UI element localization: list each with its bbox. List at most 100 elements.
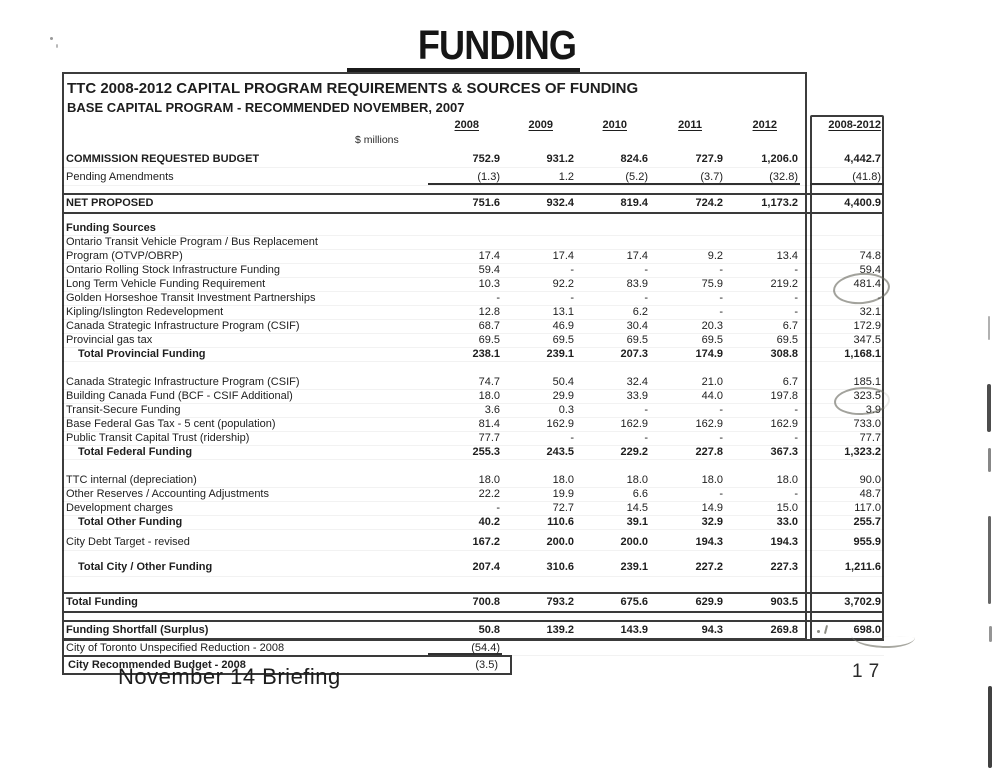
row-label: Other Reserves / Accounting Adjustments — [66, 488, 269, 500]
table-row: Program (OTVP/OBRP) 17.4 17.4 17.4 9.2 1… — [62, 249, 884, 263]
cell-2011: 32.9 — [701, 516, 723, 528]
table-row: Base Federal Gas Tax - 5 cent (populatio… — [62, 417, 884, 431]
column-gap — [800, 417, 810, 431]
cell-2010: - — [644, 432, 648, 444]
row-label: Provincial gas tax — [66, 334, 153, 346]
cell-2010: - — [644, 264, 648, 276]
cell-2009: 162.9 — [546, 418, 574, 430]
cell-2010: 69.5 — [626, 334, 648, 346]
cell-total: 1,168.1 — [844, 348, 881, 360]
cell-2012: - — [794, 292, 798, 304]
cell-2012: 18.0 — [776, 474, 798, 486]
cell-2012: - — [794, 432, 798, 444]
cell-2010: 17.4 — [626, 250, 648, 262]
table-row: Long Term Vehicle Funding Requirement 10… — [62, 277, 884, 291]
row-label: Kipling/Islington Redevelopment — [66, 306, 224, 318]
cell-2008: 22.2 — [478, 488, 500, 500]
page-title: FUNDING — [417, 22, 577, 68]
column-header-row: 2008 2009 2010 2011 2012 2008-2012 — [62, 116, 884, 134]
table-body: COMMISSION REQUESTED BUDGET 752.9 931.2 … — [62, 152, 884, 655]
cell-total: 955.9 — [853, 536, 881, 548]
table-row: TTC internal (depreciation) 18.0 18.0 18… — [62, 473, 884, 487]
column-gap — [800, 431, 810, 445]
column-gap — [800, 622, 810, 639]
cell-total: 172.9 — [853, 320, 881, 332]
row-label: Total City / Other Funding — [78, 561, 213, 573]
cell-2011: 44.0 — [701, 390, 723, 402]
cell-2011: 194.3 — [695, 536, 723, 548]
table-subtitle: BASE CAPITAL PROGRAM - RECOMMENDED NOVEM… — [67, 100, 465, 115]
table-left-border-extension — [62, 638, 64, 656]
cell-2009: 932.4 — [546, 197, 574, 209]
cell-2012 — [725, 641, 800, 655]
cell-2009: 1.2 — [502, 170, 576, 185]
table-row: Public Transit Capital Trust (ridership)… — [62, 431, 884, 445]
cell-2009: 200.0 — [546, 536, 574, 548]
column-gap — [800, 347, 810, 361]
column-gap — [800, 445, 810, 459]
cell-2008: - — [496, 502, 500, 514]
column-gap — [800, 195, 810, 212]
column-gap — [800, 594, 810, 611]
cell-2009: 18.0 — [552, 474, 574, 486]
cell-2008: - — [496, 292, 500, 304]
column-header-2008: 2008 — [454, 119, 479, 131]
row-label: Golden Horseshoe Transit Investment Part… — [66, 292, 316, 304]
row-label: Long Term Vehicle Funding Requirement — [66, 278, 266, 290]
cell-2008: 167.2 — [472, 536, 500, 548]
cell-2008: 69.5 — [478, 334, 500, 346]
cell-2010 — [576, 235, 650, 249]
row-label: NET PROPOSED — [66, 197, 154, 209]
cell-2010: 200.0 — [620, 536, 648, 548]
cell-2009: - — [570, 432, 574, 444]
cell-total: 59.4 — [859, 264, 881, 276]
row-label: COMMISSION REQUESTED BUDGET — [66, 153, 260, 165]
column-header-2009: 2009 — [528, 119, 553, 131]
cell-total: 323.5 — [853, 390, 881, 402]
cell-2012: 1,206.0 — [761, 153, 798, 165]
column-header-2012: 2012 — [752, 119, 777, 131]
cell-2008: (1.3) — [428, 170, 502, 185]
cell-total: 1,211.6 — [844, 561, 881, 573]
cell-2008: 700.8 — [472, 596, 500, 608]
cell-total: 32.1 — [859, 306, 881, 318]
row-label: Canada Strategic Infrastructure Program … — [66, 376, 300, 388]
cell-2011: 174.9 — [695, 348, 723, 360]
cell-2012: 6.7 — [782, 320, 798, 332]
cell-2008: 77.7 — [478, 432, 500, 444]
column-gap — [800, 235, 810, 249]
cell-2011: 21.0 — [701, 376, 723, 388]
scan-streak — [987, 384, 991, 432]
column-gap — [800, 170, 810, 185]
cell-total: 1,323.2 — [844, 446, 881, 458]
column-gap — [800, 249, 810, 263]
table-row: Kipling/Islington Redevelopment 12.8 13.… — [62, 305, 884, 319]
column-gap — [800, 152, 810, 167]
cell-2010: 30.4 — [626, 320, 648, 332]
cell-2011: 227.8 — [695, 446, 723, 458]
cell-2012: 197.8 — [770, 390, 798, 402]
cell-total: - — [877, 292, 881, 304]
row-label: City of Toronto Unspecified Reduction - … — [66, 642, 285, 654]
cell-2012: 194.3 — [770, 536, 798, 548]
table-row: Total City / Other Funding 207.4 310.6 2… — [62, 559, 884, 576]
cell-2011 — [650, 641, 725, 655]
cell-total: 4,442.7 — [844, 153, 881, 165]
cell-2009 — [502, 221, 576, 235]
column-gap — [800, 375, 810, 389]
column-gap — [800, 535, 810, 550]
cell-2009: 46.9 — [552, 320, 574, 332]
cell-2009: 0.3 — [558, 404, 574, 416]
table-row: City of Toronto Unspecified Reduction - … — [62, 641, 884, 655]
cell-2011: 18.0 — [701, 474, 723, 486]
title-underline — [347, 68, 580, 72]
cell-2012: 269.8 — [770, 624, 798, 636]
cell-2011: 724.2 — [695, 197, 723, 209]
cell-2011: (3.7) — [650, 170, 725, 185]
cell-2011 — [650, 235, 725, 249]
cell-2009: - — [570, 292, 574, 304]
cell-2011: 629.9 — [695, 596, 723, 608]
cell-2011: - — [719, 404, 723, 416]
scan-speck — [50, 37, 53, 40]
column-gap — [800, 333, 810, 347]
